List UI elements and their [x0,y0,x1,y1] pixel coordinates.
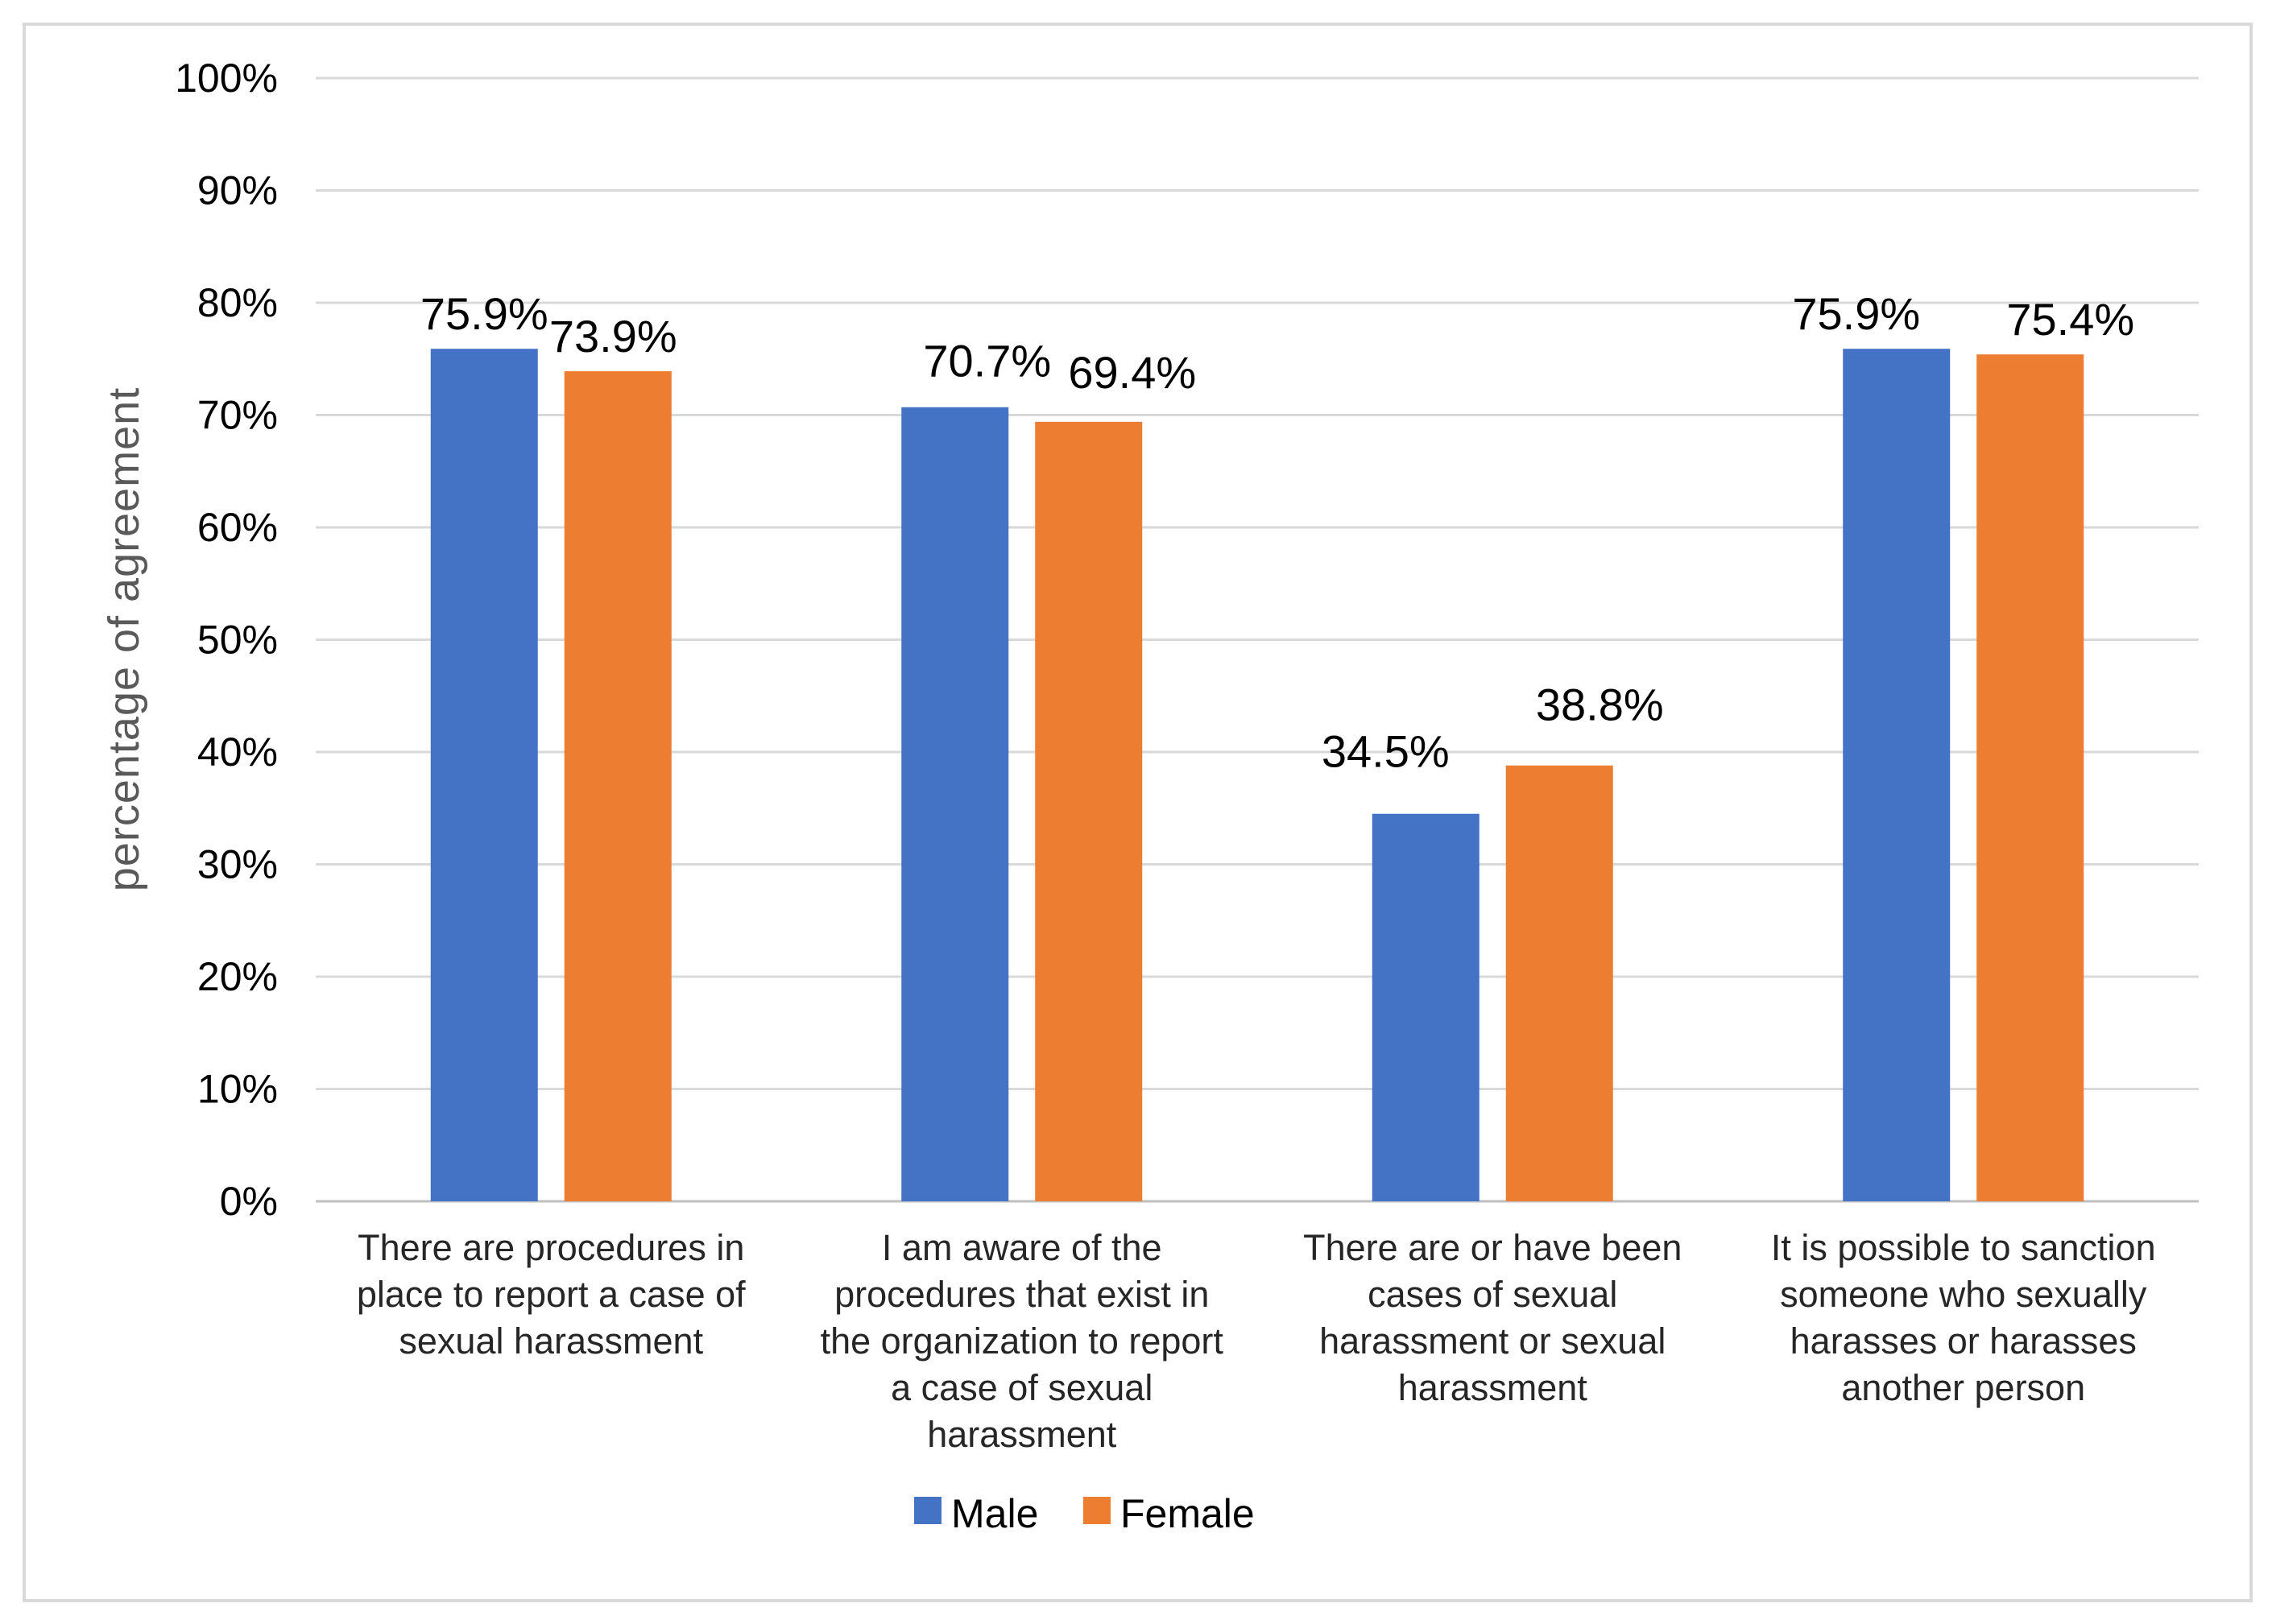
y-tick-label: 90% [197,168,278,213]
legend-swatch-male [914,1497,941,1524]
y-tick-label: 100% [175,56,278,101]
data-label-female: 69.4% [1068,347,1196,398]
bar-female [564,371,672,1202]
y-axis-title: percentage of agreement [100,387,148,891]
category-label: I am aware of the procedures that exist i… [821,1227,1224,1455]
data-label-male: 34.5% [1322,726,1450,777]
y-tick-label: 70% [197,393,278,438]
y-tick-label: 10% [197,1067,278,1112]
data-label-female: 75.4% [2006,294,2134,345]
legend-swatch-female [1083,1497,1111,1524]
legend-label-female: Female [1120,1491,1255,1536]
y-tick-label: 40% [197,729,278,775]
bar-female [1035,421,1143,1201]
y-tick-label: 60% [197,505,278,550]
data-label-male: 70.7% [923,336,1051,386]
y-tick-label: 20% [197,954,278,999]
y-axis-ticks: 0% 10% 20% 30% 40% 50% 60% 70% 80% 90% 100% [175,56,278,1224]
y-tick-label: 50% [197,618,278,663]
y-tick-label: 30% [197,842,278,887]
data-label-male: 75.9% [1792,288,1920,339]
data-label-male: 75.9% [420,288,548,339]
data-labels: 75.9% 73.9% 70.7% 69.4%34.5%38.8%75.9% 75.4% [420,288,2134,777]
y-tick-label: 0% [220,1179,278,1224]
y-tick-label: 80% [197,280,278,325]
bar-female [1976,354,2084,1201]
x-axis-categories: There are procedures in place to report a… [357,1227,2156,1455]
bar-male [901,407,1009,1201]
bar-male [1843,349,1951,1201]
category-label: There are procedures in place to report a… [357,1227,746,1362]
category-label: There are or have been cases of sexual har… [1303,1227,1682,1408]
category-label: It is possible to sanction someone who se… [1771,1227,2156,1408]
bar-male [430,349,538,1201]
bar-male [1372,813,1479,1201]
data-label-female: 73.9% [549,311,677,362]
data-label-female: 38.8% [1536,680,1664,730]
legend: Male Female [914,1491,1255,1536]
legend-label-male: Male [951,1491,1038,1536]
bars [430,349,2084,1202]
bar-female [1505,765,1613,1201]
